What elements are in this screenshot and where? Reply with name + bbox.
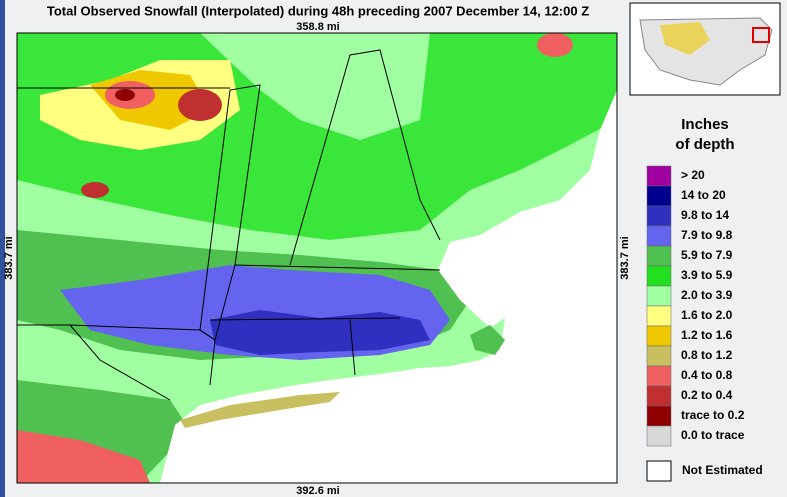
- red-blob: [178, 89, 222, 121]
- legend-label: 0.2 to 0.4: [681, 388, 733, 402]
- legend-label: trace to 0.2: [681, 408, 745, 422]
- legend-swatch: [646, 305, 672, 327]
- inset-snow: [660, 22, 710, 55]
- not-estimated-swatch: [646, 460, 672, 482]
- snowfall-map: [17, 33, 617, 483]
- legend-label: 9.8 to 14: [681, 208, 729, 222]
- red-blob: [537, 33, 573, 57]
- legend-title: Inches: [681, 116, 729, 133]
- legend-label: 7.9 to 9.8: [681, 228, 733, 242]
- legend-swatch: [646, 325, 672, 347]
- legend-label: 3.9 to 5.9: [681, 268, 733, 282]
- legend-label: 0.8 to 1.2: [681, 348, 733, 362]
- top-distance: 358.8 mi: [296, 21, 339, 33]
- not-estimated-label: Not Estimated: [682, 463, 763, 477]
- legend-title: of depth: [675, 136, 734, 153]
- legend-swatch: [646, 165, 672, 187]
- dark-blue-zone: [210, 310, 430, 355]
- bottom-distance: 392.6 mi: [296, 485, 339, 497]
- inset-map: [629, 2, 781, 96]
- dark-red-blob: [115, 89, 135, 101]
- south-red: [17, 430, 150, 483]
- legend-swatch: [646, 185, 672, 207]
- state-borders: [17, 49, 441, 401]
- cape-cod: [470, 325, 505, 355]
- legend-label: 5.9 to 7.9: [681, 248, 733, 262]
- legend-swatch: [646, 425, 672, 447]
- right-distance: 383.7 mi: [619, 236, 631, 279]
- legend-label: > 20: [681, 168, 705, 182]
- legend-swatch: [646, 385, 672, 407]
- legend-swatch: [646, 205, 672, 227]
- legend-label: 2.0 to 3.9: [681, 288, 733, 302]
- legend-label: 0.0 to trace: [681, 428, 745, 442]
- legend: > 20 14 to 20 9.8 to 14 7.9 to 9.8 5.9 to 7.…: [646, 165, 745, 447]
- ocean: [160, 90, 617, 483]
- light-zone: [200, 33, 430, 140]
- legend-swatch: [646, 405, 672, 427]
- legend-label: 0.4 to 0.8: [681, 368, 733, 382]
- map-frame: [16, 32, 618, 484]
- legend-label: 14 to 20: [681, 188, 726, 202]
- legend-swatch: [646, 245, 672, 267]
- legend-swatch: [646, 365, 672, 387]
- side-strip: [0, 0, 5, 497]
- legend-swatch: [646, 265, 672, 287]
- long-island: [180, 392, 340, 428]
- legend-swatch: [646, 345, 672, 367]
- legend-label: 1.2 to 1.6: [681, 328, 733, 342]
- inset-highlight: [752, 27, 770, 43]
- red-blob: [81, 182, 109, 198]
- left-distance: 383.7 mi: [3, 236, 15, 279]
- legend-label: 1.6 to 2.0: [681, 308, 733, 322]
- legend-swatch: [646, 285, 672, 307]
- title: Total Observed Snowfall (Interpolated) d…: [47, 3, 589, 18]
- legend-swatch: [646, 225, 672, 247]
